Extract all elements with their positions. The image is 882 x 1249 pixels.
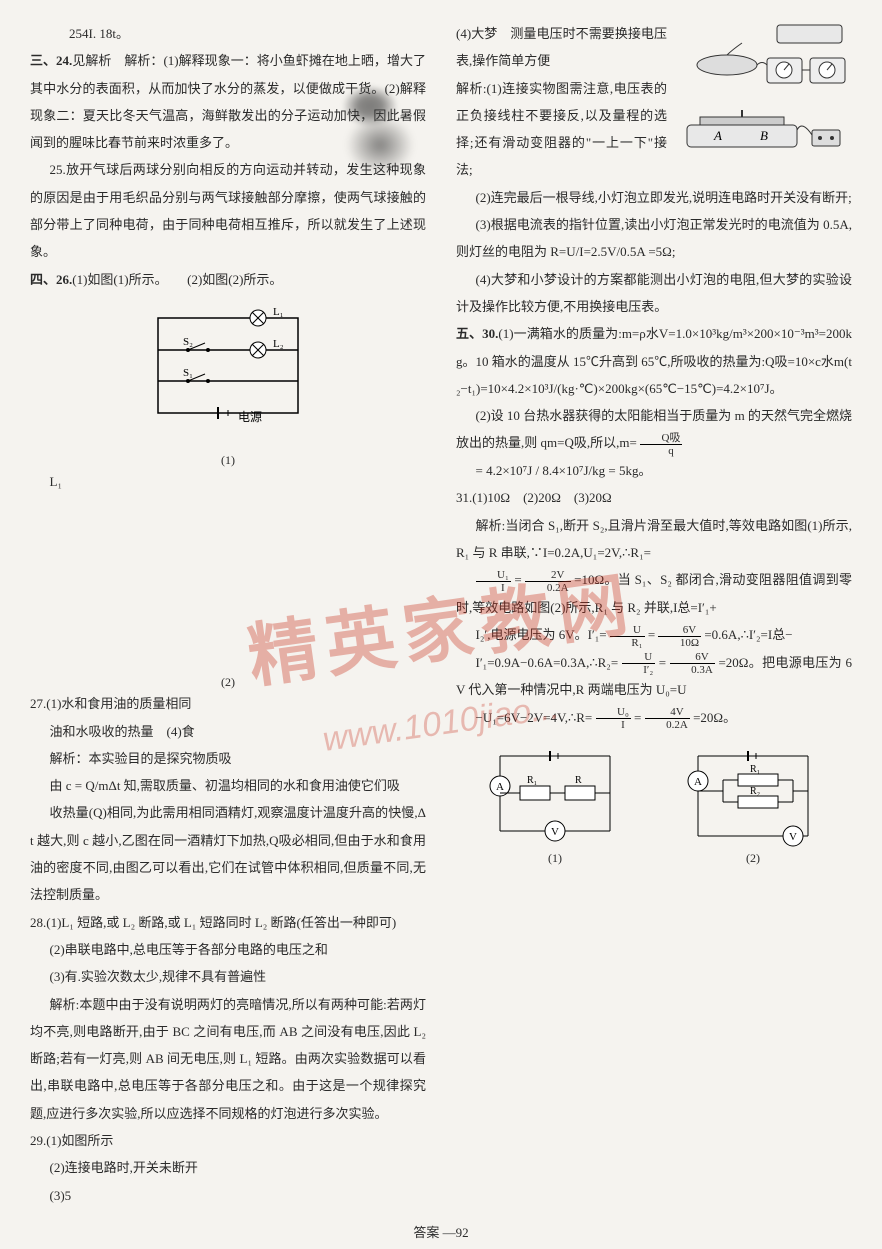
q30a: 五、30.(1)一满箱水的质量为:m=ρ水V=1.0×10³kg/m³×200×… <box>456 320 852 402</box>
svg-text:R₁: R₁ <box>527 775 537 786</box>
frac-q-over-q: Q吸q <box>640 432 682 457</box>
q27d: 由 c = Q/mΔt 知,需取质量、初温均相同的水和食用油使它们吸 <box>30 772 426 799</box>
q24-text: 见解析 解析：(1)解释现象一：将小鱼虾摊在地上晒，增大了其中水分的表面积，从而… <box>30 53 426 150</box>
circuit1-label: (1) <box>30 453 426 468</box>
section-5-label: 五、30. <box>456 326 498 341</box>
blank-gap <box>30 495 426 675</box>
q25: 25.放开气球后两球分别向相反的方向运动并转动，发生这种现象的原因是由于用毛织品… <box>30 156 426 265</box>
circuit-eq-1: A R₁ R V (1) <box>480 741 630 866</box>
q31e: I′₁=0.9A−0.6A=0.3A,∴R₂= UI′₂ = 6V0.3A =2… <box>456 649 852 704</box>
q27c: 解析：本实验目的是探究物质吸 <box>30 745 426 772</box>
q30a-text: (1)一满箱水的质量为:m=ρ水V=1.0×10³kg/m³×200×10⁻³m… <box>456 326 852 396</box>
page-footer: 答案 —92 <box>0 1222 882 1241</box>
svg-text:V: V <box>551 826 559 838</box>
svg-text:A: A <box>713 128 722 143</box>
r-dev-c: (2)连完最后一根导线,小灯泡立即发光,说明连电路时开关没有断开; <box>456 184 852 211</box>
eq-circuit-2-label: (2) <box>678 851 828 866</box>
page-content: 254I. 18t。 三、24.见解析 解析：(1)解释现象一：将小鱼虾摊在地上… <box>0 0 882 1219</box>
q31c: U₁I = 2V0.2A =10Ω。当 S₁、S₂ 都闭合,滑动变阻器阻值调到零… <box>456 566 852 621</box>
q28c: (3)有.实验次数太少,规律不具有普遍性 <box>30 963 426 990</box>
frac-6v-03a: 6V0.3A <box>670 651 715 676</box>
q24: 三、24.见解析 解析：(1)解释现象一：将小鱼虾摊在地上晒，增大了其中水分的表… <box>30 47 426 156</box>
svg-text:V: V <box>789 831 797 843</box>
eq-circuit-1-label: (1) <box>480 851 630 866</box>
q26: 四、26.(1)如图(1)所示。 (2)如图(2)所示。 <box>30 266 426 293</box>
q31b: 解析:当闭合 S₁,断开 S₂,且滑片滑至最大值时,等效电路如图(1)所示,R₁… <box>456 512 852 567</box>
svg-text:R₂: R₂ <box>750 786 760 797</box>
svg-text:A: A <box>694 776 702 788</box>
power-label: 电源 <box>238 410 262 424</box>
q27e: 收热量(Q)相同,为此需用相同酒精灯,观察温度计温度升高的快慢,Δt 越大,则 … <box>30 799 426 908</box>
frac-u1-i: U₁I <box>476 569 511 594</box>
circuit-eq-2: A R₁ R₂ V (2) <box>678 741 828 866</box>
q31d: I₂′,电源电压为 6V。I′₁= UR₁ = 6V10Ω =0.6A,∴I′₂… <box>456 621 852 649</box>
circuit2-label: (2) <box>30 675 426 690</box>
apparatus-diagram: A B <box>672 20 852 170</box>
svg-text:A: A <box>496 781 504 793</box>
q27a: 27.(1)水和食用油的质量相同 <box>30 690 426 717</box>
r-dev-d: (3)根据电流表的指针位置,读出小灯泡正常发光时的电流值为 0.5A,则灯丝的电… <box>456 211 852 266</box>
frac-6v-10: 6V10Ω <box>658 624 701 649</box>
top-fragment: 254I. 18t。 <box>30 20 426 47</box>
frac-4v-02a: 4V0.2A <box>645 706 690 731</box>
q27b: 油和水吸收的热量 (4)食 <box>30 718 426 745</box>
svg-text:R₁: R₁ <box>750 764 760 775</box>
l1-fragment: L₁ <box>30 468 426 495</box>
q29b: (2)连接电路时,开关未断开 <box>30 1154 426 1181</box>
q31f: −U₁=6V−2V=4V,∴R= U₀I = 4V0.2A =20Ω。 <box>456 704 852 732</box>
q29a: 29.(1)如图所示 <box>30 1127 426 1154</box>
section-4-label: 四、26. <box>30 272 72 287</box>
svg-text:L₂: L₂ <box>273 338 284 350</box>
svg-text:S₁: S₁ <box>183 367 193 379</box>
bottom-circuits: A R₁ R V (1) A R₁ R₂ <box>456 741 852 866</box>
svg-text:R: R <box>575 775 582 786</box>
circuit-diagram-1: L₁ S₂ L₂ S₁ 电源 <box>138 303 318 443</box>
svg-text:L₁: L₁ <box>273 306 284 318</box>
frac-u-r1: UR₁ <box>610 624 645 649</box>
svg-text:B: B <box>760 128 768 143</box>
q29c: (3)5 <box>30 1182 426 1209</box>
frac-u0-i: U₀I <box>596 706 631 731</box>
q28a: 28.(1)L₁ 短路,或 L₂ 断路,或 L₁ 短路同时 L₂ 断路(任答出一… <box>30 909 426 936</box>
frac-u-i2: UI′₂ <box>622 651 655 676</box>
frac-2v-02a: 2V0.2A <box>525 569 570 594</box>
q26b: (2)如图(2)所示。 <box>187 272 282 287</box>
right-column: A B (4)大梦 测量电压时不需要换接电压表,操作简单方便 解析:(1)连接实… <box>456 20 852 1209</box>
r-dev-e: (4)大梦和小梦设计的方案都能测出小灯泡的电阻,但大梦的实验设计及操作比较方便,… <box>456 266 852 321</box>
q31a: 31.(1)10Ω (2)20Ω (3)20Ω <box>456 484 852 511</box>
q26a: (1)如图(1)所示。 <box>72 272 161 287</box>
q28d: 解析:本题中由于没有说明两灯的亮暗情况,所以有两种可能:若两灯均不亮,则电路断开… <box>30 991 426 1127</box>
section-3-label: 三、24. <box>30 53 72 68</box>
left-column: 254I. 18t。 三、24.见解析 解析：(1)解释现象一：将小鱼虾摊在地上… <box>30 20 426 1209</box>
q30b: (2)设 10 台热水器获得的太阳能相当于质量为 m 的天然气完全燃烧放出的热量… <box>456 402 852 457</box>
svg-text:S₂: S₂ <box>183 336 193 348</box>
q30c: = 4.2×10⁷J / 8.4×10⁷J/kg = 5kg。 <box>456 457 852 484</box>
q28b: (2)串联电路中,总电压等于各部分电路的电压之和 <box>30 936 426 963</box>
